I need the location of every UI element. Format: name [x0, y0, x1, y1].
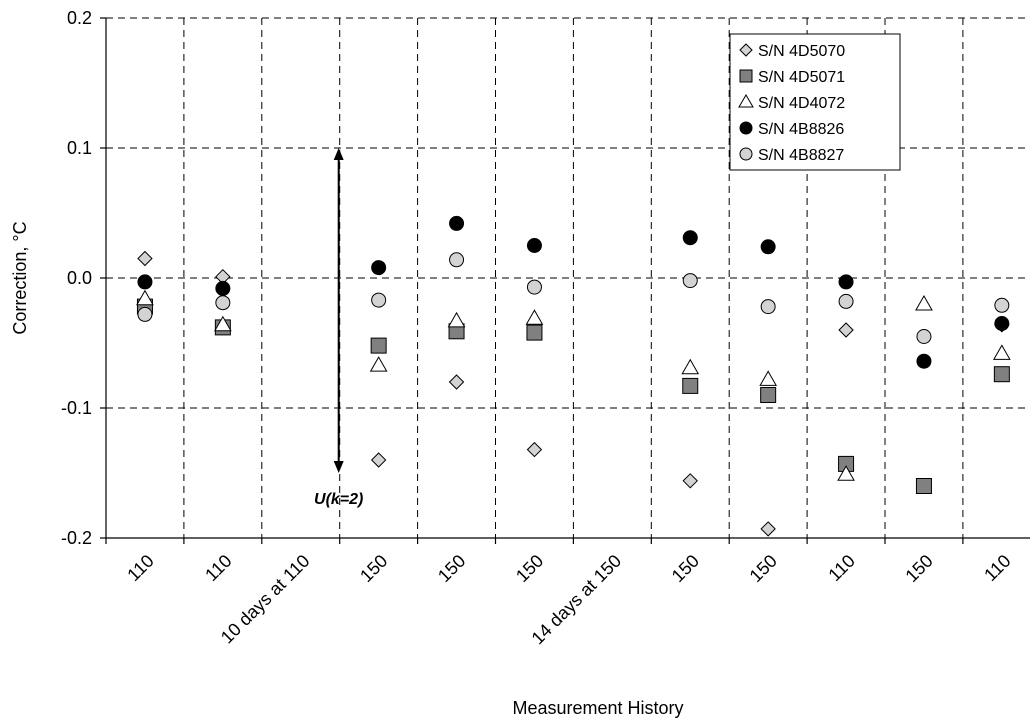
legend-label: S/N 4D5071	[758, 69, 845, 86]
data-point	[916, 329, 932, 344]
data-point	[215, 280, 231, 296]
legend-marker	[739, 121, 753, 135]
data-point	[526, 238, 542, 253]
data-point	[838, 293, 854, 309]
data-point	[370, 452, 387, 468]
y-tick-label: 0.0	[67, 268, 92, 288]
legend-label: S/N 4D5070	[758, 43, 845, 60]
data-point	[682, 377, 699, 394]
data-point	[371, 260, 387, 276]
data-point	[526, 324, 543, 341]
data-point	[526, 441, 543, 458]
x-tick-label: 110	[201, 551, 235, 585]
x-tick-label: 110	[980, 551, 1014, 585]
data-point	[760, 299, 776, 315]
data-point	[137, 306, 153, 322]
data-point	[682, 230, 698, 246]
y-tick-label: -0.1	[61, 398, 92, 418]
y-tick-label: -0.2	[61, 528, 92, 548]
uncertainty-arrow-head-top	[333, 148, 344, 160]
data-point	[760, 521, 776, 537]
data-point	[994, 316, 1010, 331]
uncertainty-label: U(k=2)	[314, 491, 363, 508]
x-tick-label: 150	[434, 551, 469, 586]
data-point	[682, 273, 698, 289]
data-point	[759, 370, 778, 386]
x-axis-title: Measurement History	[512, 698, 683, 718]
data-point	[369, 356, 388, 372]
data-point	[213, 315, 232, 332]
data-point	[681, 358, 700, 375]
x-tick-label: 150	[356, 551, 391, 586]
data-point	[137, 250, 153, 267]
x-tick-label: 110	[123, 551, 157, 585]
data-point	[449, 252, 465, 268]
y-tick-label: 0.2	[67, 8, 92, 28]
data-point	[371, 292, 387, 308]
data-point	[992, 344, 1011, 360]
data-point	[916, 353, 932, 369]
data-point	[526, 279, 542, 295]
x-tick-label: 150	[668, 551, 703, 586]
data-point	[994, 297, 1010, 313]
data-point	[915, 478, 932, 494]
legend-marker	[739, 69, 753, 83]
data-point	[993, 366, 1010, 383]
data-point	[449, 215, 465, 231]
legend-box	[729, 33, 901, 171]
data-point	[137, 274, 153, 290]
x-tick-label: 150	[746, 551, 781, 586]
data-point	[915, 294, 933, 311]
y-tick-label: 0.1	[67, 138, 92, 158]
data-point	[370, 337, 387, 354]
data-point	[447, 311, 466, 328]
data-point	[215, 295, 231, 311]
y-axis-title: Correction, °C	[10, 221, 30, 334]
x-tick-label: 150	[512, 551, 547, 586]
uncertainty-arrow-head-bottom	[333, 461, 344, 473]
data-point	[760, 239, 776, 255]
data-point	[838, 322, 854, 338]
x-tick-label: 110	[824, 551, 858, 585]
legend-label: S/N 4B8827	[758, 147, 844, 164]
data-point	[136, 289, 154, 306]
legend-marker	[739, 43, 753, 57]
legend-label: S/N 4B8826	[758, 121, 844, 138]
data-point	[448, 374, 465, 390]
data-point	[837, 465, 855, 481]
data-point	[838, 274, 854, 290]
legend-marker	[739, 147, 753, 161]
data-point	[760, 387, 777, 403]
x-tick-label: 150	[901, 551, 936, 586]
data-point	[682, 473, 698, 489]
data-point	[525, 309, 544, 325]
legend-marker	[738, 94, 754, 108]
legend-label: S/N 4D4072	[758, 95, 845, 112]
